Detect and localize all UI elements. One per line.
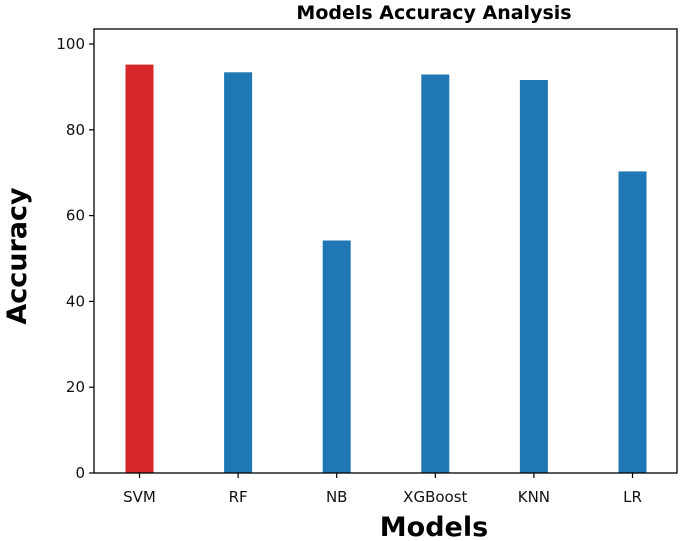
x-ticks-group: SVM RF NB XGBoost KNN LR (123, 473, 642, 506)
x-tick-label: NB (326, 488, 348, 506)
bar-svm (125, 64, 154, 473)
y-ticks-group: 0 20 40 60 80 100 (56, 35, 94, 482)
x-axis-label: Models (380, 512, 488, 541)
y-tick-label: 100 (56, 35, 85, 53)
plot-frame (93, 28, 678, 474)
x-tick-label: SVM (123, 488, 156, 506)
x-tick-label: LR (623, 488, 642, 506)
x-tick-label: XGBoost (403, 488, 467, 506)
y-tick-label: 20 (66, 378, 85, 396)
bar-nb (322, 240, 351, 473)
y-tick-label: 0 (75, 464, 85, 482)
y-tick-label: 40 (66, 292, 85, 310)
x-tick-label: RF (229, 488, 248, 506)
y-axis-label: Accuracy (2, 187, 33, 325)
x-tick-label: KNN (518, 488, 550, 506)
bars-group (125, 64, 647, 474)
y-tick-label: 80 (66, 121, 85, 139)
bar-rf (224, 72, 253, 474)
chart-title: Models Accuracy Analysis (296, 2, 571, 24)
y-tick-label: 60 (66, 207, 85, 225)
bar-knn (519, 80, 548, 473)
bar-xgboost (421, 74, 450, 473)
bar-lr (618, 171, 647, 473)
